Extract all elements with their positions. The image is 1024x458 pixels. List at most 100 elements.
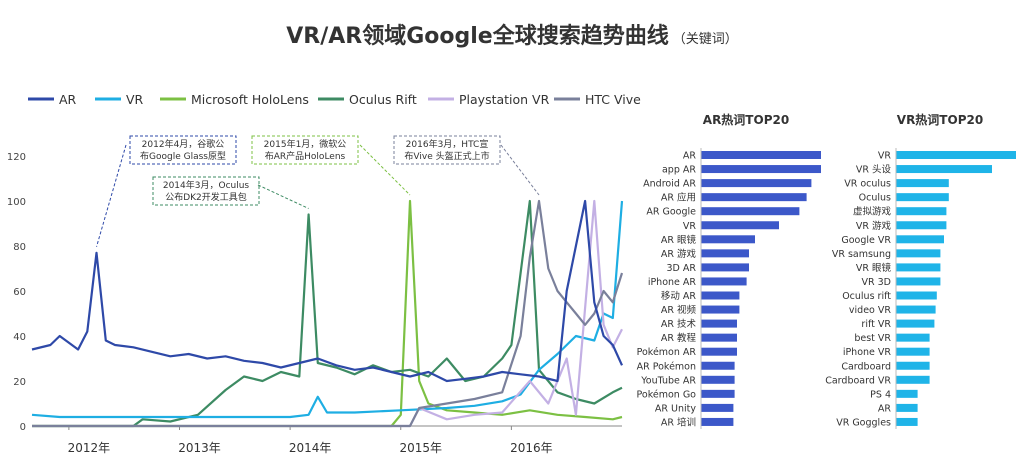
bar — [896, 179, 949, 188]
legend-label: AR — [59, 92, 77, 107]
bar-category-label: AR 应用 — [661, 192, 696, 204]
annotation-box — [251, 135, 359, 165]
annotation-leader — [500, 144, 540, 196]
bar-category-label: 3D AR — [667, 263, 697, 274]
y-tick-label: 60 — [13, 287, 26, 298]
series-line-playstation-vr — [32, 199, 623, 428]
bar — [701, 151, 821, 159]
bar-category-label: VR oculus — [844, 179, 891, 190]
bar — [701, 165, 821, 174]
legend-label: Playstation VR — [459, 92, 550, 107]
bar-category-label: AR 培训 — [661, 416, 696, 428]
bar — [896, 151, 1016, 159]
bar — [896, 165, 992, 174]
bar-category-label: 移动 AR — [661, 290, 697, 302]
bar-category-label: Cardboard — [841, 361, 891, 372]
bar-category-label: VR 头设 — [856, 164, 892, 176]
bar — [896, 305, 936, 314]
bar — [896, 389, 918, 398]
bar-category-label: VR 眼镜 — [856, 262, 892, 274]
bar — [896, 347, 930, 356]
legend-label: HTC Vive — [585, 92, 641, 107]
bar-category-label: AR Google — [646, 207, 696, 218]
legend-label: Oculus Rift — [349, 92, 417, 107]
annotation-leader — [257, 184, 309, 209]
bar-category-label: video VR — [849, 305, 891, 316]
bar-category-label: Pokémon Go — [637, 389, 697, 400]
bar — [896, 277, 941, 286]
annotation-text: 2014年3月，Oculus — [163, 179, 250, 191]
annotation-text: 2012年4月，谷歌公 — [142, 138, 225, 150]
bar — [701, 221, 779, 230]
annotation-text: 2015年1月，微软公 — [264, 138, 347, 150]
bar — [701, 235, 755, 244]
bar — [896, 417, 918, 426]
bar-chart-title: VR热词TOP20 — [897, 112, 983, 127]
bar-category-label: Android AR — [643, 179, 696, 190]
series-line-microsoft-hololens — [32, 199, 623, 428]
bar — [896, 193, 949, 202]
bar — [701, 403, 734, 412]
annotation-box — [152, 176, 260, 206]
bar-category-label: iPhone AR — [648, 277, 697, 288]
bar — [701, 207, 800, 216]
bar-category-label: AR Unity — [655, 403, 696, 414]
bar — [896, 319, 935, 328]
x-tick-label: 2016年 — [510, 441, 553, 455]
legend-label: VR — [126, 92, 144, 107]
bar-chart-vr: VR热词TOP20 VR VR 头设 VR oculus Oculus 虚拟游戏 VR 游戏… — [825, 112, 1016, 429]
bar-category-label: Google VR — [841, 235, 891, 246]
bar-category-label: VR samsung — [832, 249, 891, 260]
annotation-box — [393, 135, 501, 165]
bar-category-label: rift VR — [861, 319, 891, 330]
bar — [701, 333, 737, 342]
bar-category-label: Oculus rift — [842, 291, 891, 302]
x-tick-label: 2015年 — [399, 441, 442, 455]
y-tick-label: 100 — [7, 197, 26, 208]
bar — [701, 291, 740, 300]
annotation-text: 2016年3月，HTC宣 — [406, 138, 489, 150]
bar-category-label: AR — [683, 151, 696, 162]
bar-category-label: Cardboard VR — [825, 375, 891, 386]
y-tick-label: 40 — [13, 332, 26, 343]
annotation-leader — [359, 144, 411, 196]
bar-category-label: AR 技术 — [661, 318, 697, 330]
bar-chart-ar: AR热词TOP20 AR app AR Android AR AR 应用 AR Googl… — [637, 112, 821, 429]
bar-category-label: AR Pokémon — [637, 361, 696, 372]
annotation-text: 公布DK2开发工具包 — [165, 191, 247, 203]
bar — [701, 375, 735, 384]
bar-category-label: VR 游戏 — [856, 220, 892, 232]
bar — [896, 361, 930, 370]
bar — [896, 333, 930, 342]
annotation-text: 布Vive 头盔正式上市 — [404, 150, 489, 162]
bar — [701, 193, 807, 202]
bar — [896, 403, 918, 412]
series-line-htc-vive — [32, 199, 624, 428]
bar-category-label: 虚拟游戏 — [853, 206, 892, 218]
bar-category-label: Pokémon AR — [637, 347, 697, 358]
bar — [896, 207, 947, 216]
bar — [701, 179, 812, 188]
bar-category-label: Oculus — [859, 193, 891, 204]
bar — [701, 361, 735, 370]
bar-category-label: best VR — [854, 333, 891, 344]
series-line-ar — [31, 199, 624, 383]
bar-category-label: AR — [878, 403, 891, 414]
line-chart: 0 20 40 60 80 100 120 2012年 2013年 2014年 2015年 2016年… — [7, 92, 641, 455]
x-tick-label: 2012年 — [68, 441, 111, 455]
bar — [701, 305, 740, 314]
bar — [896, 291, 937, 300]
bar-category-label: VR 3D — [862, 277, 891, 288]
bar — [896, 235, 944, 244]
bar-category-label: app AR — [662, 165, 696, 176]
bar — [896, 263, 941, 272]
bar-category-label: AR 教程 — [661, 332, 697, 344]
y-tick-label: 20 — [13, 377, 26, 388]
bar-category-label: PS 4 — [870, 389, 891, 400]
x-tick-label: 2014年 — [289, 441, 332, 455]
bar-category-label: VR — [878, 151, 891, 162]
bar-category-label: AR 眼镜 — [661, 234, 697, 246]
bar-chart-title: AR热词TOP20 — [703, 112, 789, 127]
annotation-text: 布AR产品HoloLens — [265, 150, 346, 162]
